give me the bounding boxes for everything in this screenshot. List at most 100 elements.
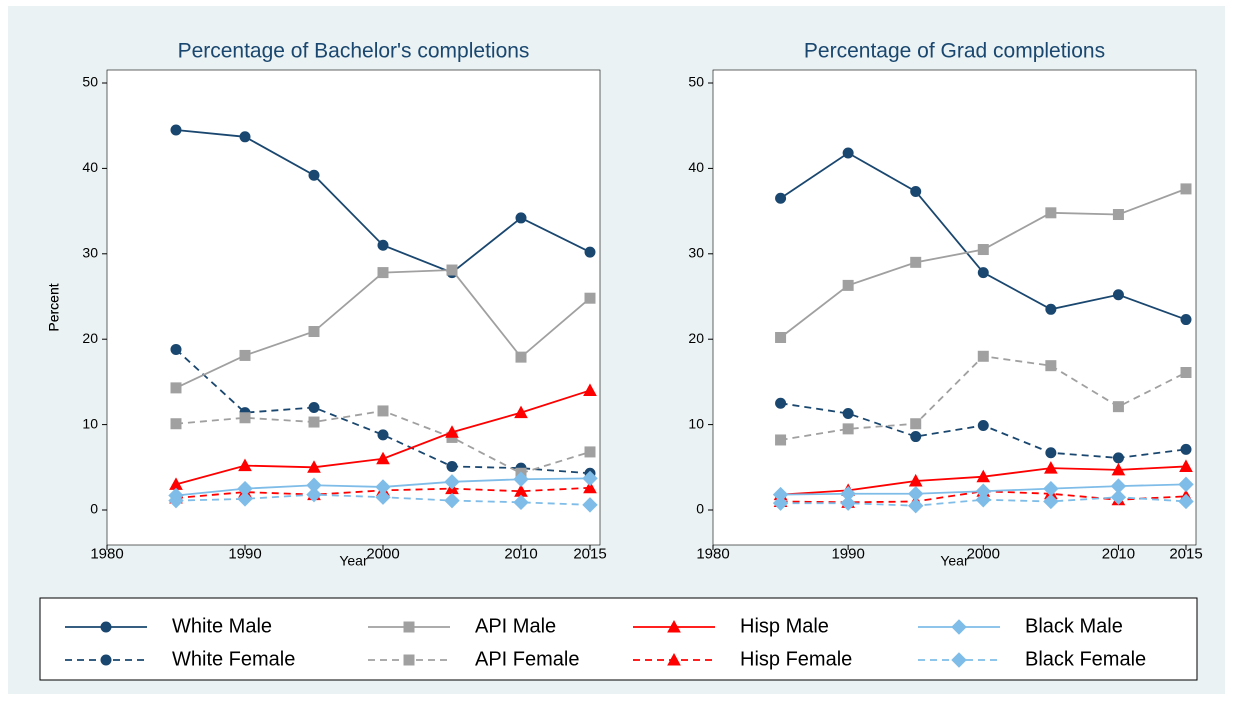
data-point [1043, 493, 1059, 510]
data-point [1112, 401, 1124, 413]
plot-area [712, 69, 1197, 546]
data-point [377, 267, 389, 279]
data-point [238, 458, 252, 472]
data-point [1180, 183, 1192, 195]
data-point [1110, 489, 1127, 505]
data-point [513, 471, 529, 487]
legend-label: Black Male [1025, 615, 1123, 637]
data-point [1045, 303, 1057, 315]
data-point [910, 431, 922, 443]
y-tick-label: 20 [82, 330, 98, 346]
data-point [977, 419, 989, 431]
data-point [775, 434, 787, 446]
legend-label: Hisp Female [740, 648, 852, 670]
data-point [515, 351, 527, 363]
data-point [910, 185, 922, 197]
data-point [583, 480, 597, 494]
data-point [908, 473, 923, 487]
data-point [308, 416, 320, 428]
y-axis-label: Percent [46, 283, 62, 331]
data-point [842, 407, 854, 419]
legend-marker [667, 619, 681, 633]
y-tick-label: 50 [82, 74, 98, 90]
legend-label: API Male [475, 615, 556, 637]
data-point [1111, 462, 1126, 476]
data-point [775, 397, 787, 409]
y-tick-label: 30 [82, 245, 98, 261]
data-point [170, 382, 182, 394]
data-point [775, 192, 787, 204]
data-point [1180, 314, 1192, 326]
legend-label: Hisp Male [740, 615, 829, 637]
data-point [910, 256, 922, 268]
legend-marker [100, 621, 112, 633]
data-point [840, 495, 856, 511]
data-point [1178, 476, 1194, 493]
x-tick-label: 2015 [1169, 545, 1202, 562]
data-point [170, 418, 182, 430]
data-point [582, 470, 598, 487]
data-point [1045, 207, 1057, 219]
data-point [377, 405, 389, 417]
data-point [584, 246, 596, 258]
x-tick-label: 2015 [573, 545, 606, 562]
data-point [308, 169, 320, 181]
y-tick-label: 40 [82, 159, 98, 175]
data-point [1180, 367, 1192, 379]
data-point [170, 124, 182, 136]
y-tick-label: 40 [688, 159, 704, 175]
data-point [514, 405, 528, 419]
legend-box [39, 597, 1198, 681]
data-point [910, 418, 922, 430]
data-point [239, 412, 251, 424]
data-point [170, 343, 182, 355]
data-point [908, 498, 924, 514]
data-point [307, 460, 321, 473]
data-point [444, 492, 460, 509]
legend-marker [403, 621, 415, 633]
y-tick-label: 30 [688, 245, 704, 261]
x-tick-label: 2000 [967, 545, 1000, 562]
legend-marker [951, 652, 967, 668]
x-tick-label: 2000 [366, 545, 399, 562]
data-point [239, 131, 251, 143]
data-point [842, 147, 854, 159]
legend-label: White Male [172, 615, 272, 637]
legend-label: Black Female [1025, 648, 1146, 670]
legend-marker [100, 654, 112, 666]
data-point [977, 267, 989, 279]
legend-marker [667, 652, 681, 666]
chart-title: Percentage of Grad completions [804, 40, 1105, 63]
data-point [444, 474, 460, 490]
legend-label: White Female [172, 648, 295, 670]
x-tick-label: 2010 [504, 545, 537, 562]
data-point [1112, 289, 1124, 301]
data-point [1112, 452, 1124, 464]
data-point [584, 292, 596, 304]
data-point [1045, 360, 1057, 372]
data-point [583, 383, 597, 396]
legend-marker [403, 654, 415, 666]
data-point [513, 494, 529, 511]
y-tick-label: 0 [696, 501, 704, 517]
data-point [515, 212, 527, 224]
data-point [977, 350, 989, 362]
x-axis-label: Year [940, 553, 969, 569]
data-point [1179, 459, 1193, 472]
data-point [376, 451, 390, 465]
data-point [1112, 209, 1124, 221]
data-point [237, 491, 253, 507]
data-point [377, 429, 389, 441]
data-point [375, 489, 391, 505]
data-point [1044, 461, 1058, 474]
data-point [977, 244, 989, 256]
x-tick-label: 1990 [228, 545, 261, 562]
data-point [772, 495, 789, 511]
data-point [842, 423, 854, 435]
y-tick-label: 50 [688, 74, 704, 90]
data-point [239, 349, 251, 361]
data-point [446, 460, 458, 472]
data-point [1045, 447, 1057, 459]
data-point [168, 492, 184, 509]
data-point [306, 486, 322, 503]
